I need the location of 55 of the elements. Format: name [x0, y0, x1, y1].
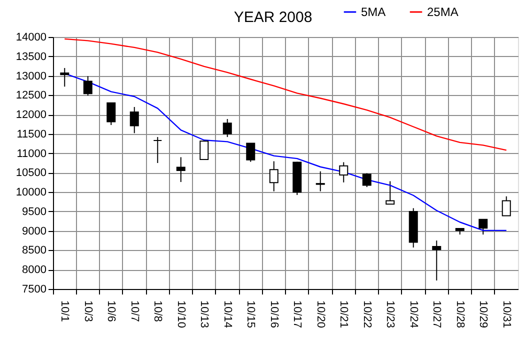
x-tick-label: 10/10 — [174, 300, 187, 328]
x-tick-label: 10/24 — [407, 300, 420, 328]
x-tick-label: 10/14 — [221, 300, 234, 328]
y-tick-label: 10500 — [16, 167, 46, 180]
legend-label: 25MA — [427, 5, 458, 19]
candlestick — [386, 180, 395, 205]
y-tick-label: 9500 — [22, 206, 46, 218]
candlestick — [83, 76, 92, 96]
candlestick — [176, 156, 186, 182]
x-tick-label: 10/17 — [291, 300, 304, 328]
x-tick-label: 10/27 — [430, 300, 443, 328]
y-tick-label: 11500 — [16, 128, 46, 140]
candlestick — [106, 102, 116, 126]
chart-title: YEAR 2008 — [234, 9, 312, 26]
y-tick-label: 7500 — [22, 284, 46, 296]
y-tick-label: 13500 — [16, 50, 46, 63]
y-tick-label: 8500 — [22, 244, 46, 257]
y-tick-label: 8000 — [22, 264, 46, 276]
candlestick — [478, 218, 488, 236]
x-tick-label: 10/16 — [268, 300, 280, 328]
x-tick-label: 10/29 — [477, 300, 490, 328]
candlestick — [502, 196, 511, 216]
x-tick-label: 10/3 — [82, 300, 94, 322]
candlestick — [269, 160, 278, 192]
x-tick-label: 10/23 — [384, 300, 396, 328]
x-tick-label: 10/21 — [338, 300, 350, 328]
y-tick-label: 13000 — [16, 70, 46, 82]
x-tick-label: 10/6 — [105, 300, 118, 322]
line-series — [64, 38, 507, 151]
candlestick — [222, 118, 232, 138]
candlestick — [362, 172, 372, 188]
candlestick — [316, 170, 325, 192]
y-tick-label: 10000 — [16, 186, 46, 199]
x-tick-label: 10/31 — [500, 300, 512, 328]
legend-label: 5MA — [361, 5, 386, 19]
x-tick-label: 10/28 — [454, 300, 466, 328]
candlestick — [60, 68, 70, 88]
candlestick — [246, 142, 256, 162]
x-tick-label: 10/22 — [360, 300, 373, 328]
x-tick-label: 10/7 — [128, 300, 140, 322]
candlestick — [200, 139, 209, 160]
y-tick-label: 9000 — [22, 225, 46, 238]
y-tick-label: 11000 — [16, 148, 46, 160]
x-tick-label: 10/15 — [244, 300, 257, 328]
candlestick — [339, 162, 348, 183]
candlestick — [130, 106, 139, 134]
candlestick — [153, 136, 162, 164]
candlestick — [432, 240, 442, 281]
y-tick-label: 12000 — [16, 109, 46, 122]
x-tick-label: 10/20 — [314, 300, 326, 328]
y-tick-label: 12500 — [16, 90, 46, 102]
x-tick-label: 10/8 — [152, 300, 164, 322]
x-tick-label: 10/1 — [58, 300, 71, 322]
y-tick-label: 14000 — [16, 32, 46, 44]
x-tick-label: 10/13 — [198, 300, 210, 328]
